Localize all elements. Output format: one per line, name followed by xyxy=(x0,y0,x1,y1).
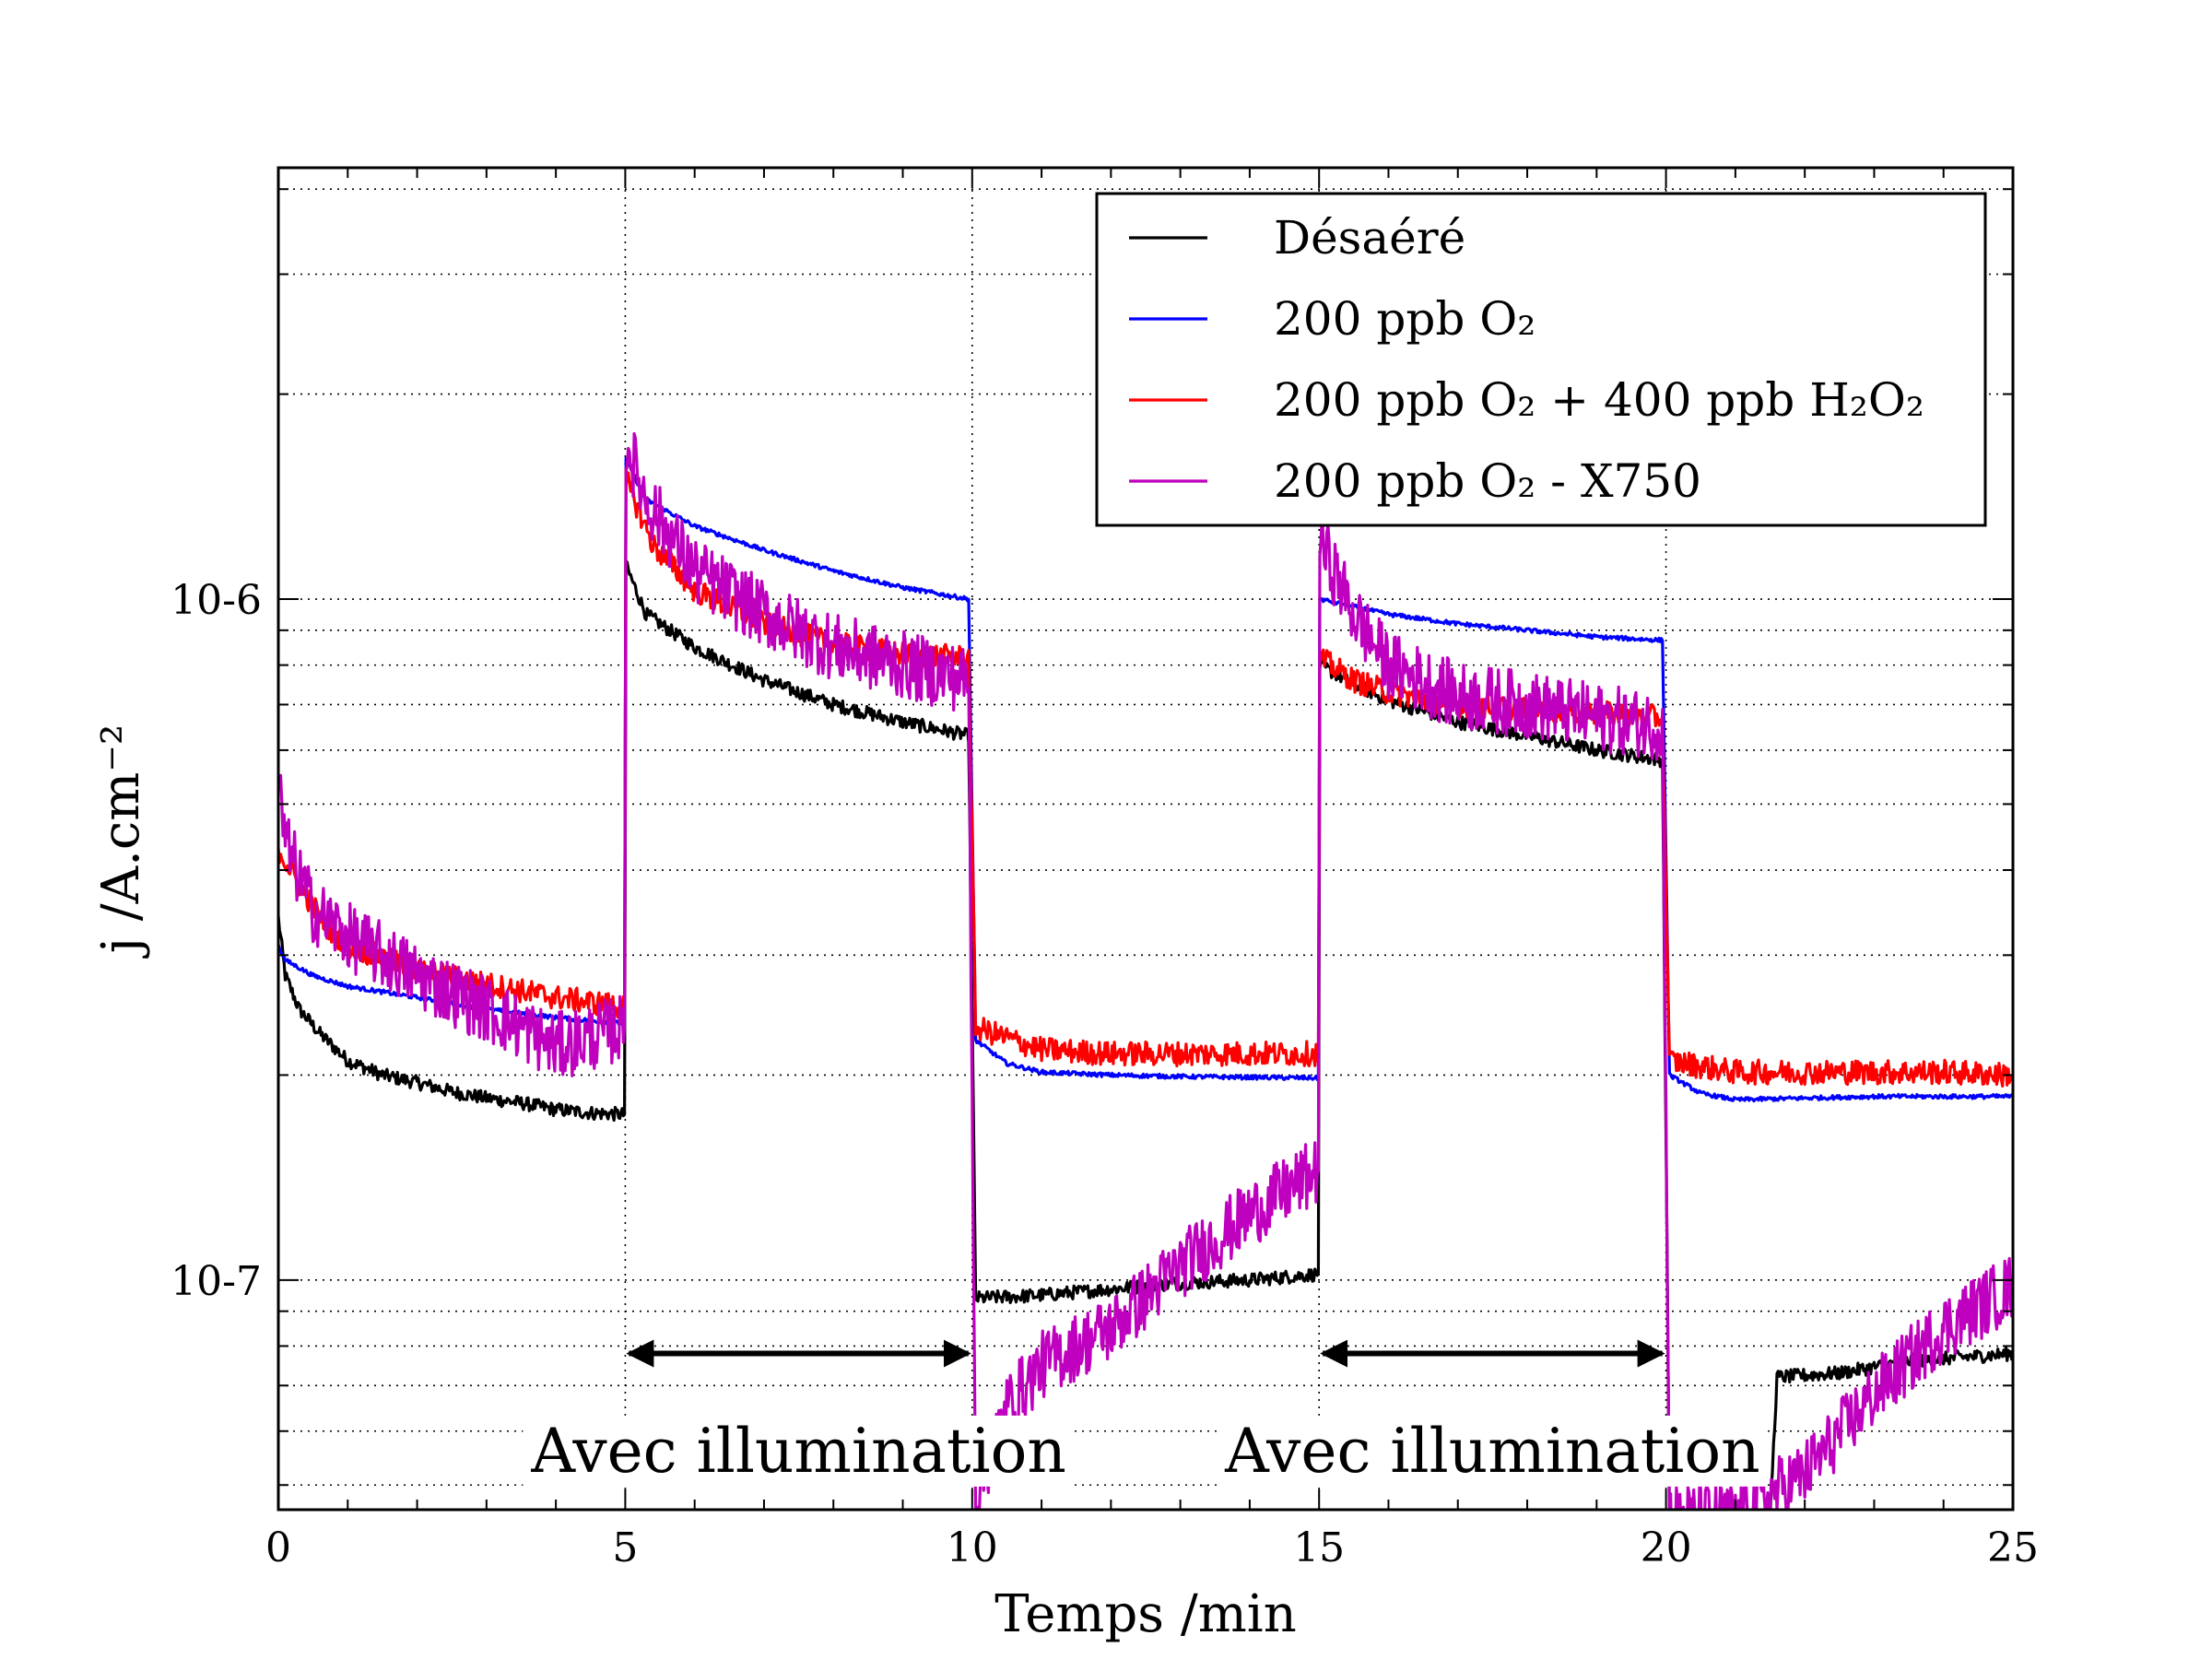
annotation-background xyxy=(1217,1415,1768,1487)
series-line-0 xyxy=(278,560,2013,1510)
annotations: Avec illumination Avec illumination xyxy=(523,1339,1768,1487)
x-axis-label: Temps /min xyxy=(994,1584,1297,1644)
legend-label: 200 ppb O₂ + 400 ppb H₂O₂ xyxy=(1274,373,1924,427)
ticks: 0 5 10 15 20 25 10-7 10-6 xyxy=(171,168,2039,1571)
y-tick-label: 10-6 xyxy=(171,577,262,624)
y-tick-label: 10-7 xyxy=(171,1258,262,1305)
illumination-label: Avec illumination xyxy=(1224,1416,1760,1487)
y-axis-label: j /A.cm⁻² xyxy=(91,724,151,959)
series-line-1 xyxy=(278,456,2013,1103)
legend-label: 200 ppb O₂ - X750 xyxy=(1274,454,1701,508)
x-tick-label: 10 xyxy=(947,1524,998,1571)
series-lines xyxy=(278,431,2013,1510)
plot-frame xyxy=(276,166,2015,1512)
series-line-3 xyxy=(278,431,2013,1510)
legend-box xyxy=(1095,192,1987,527)
legend-label: 200 ppb O₂ xyxy=(1274,292,1535,346)
illumination-label: Avec illumination xyxy=(530,1416,1066,1487)
x-tick-label: 15 xyxy=(1293,1524,1345,1571)
legend: Désaéré 200 ppb O₂ 200 ppb O₂ + 400 ppb H₂… xyxy=(1095,192,1987,527)
x-tick-label: 5 xyxy=(612,1524,638,1571)
x-tick-label: 0 xyxy=(265,1524,291,1571)
x-tick-label: 20 xyxy=(1641,1524,1692,1571)
series-line-2 xyxy=(278,467,2013,1088)
legend-label: Désaéré xyxy=(1274,211,1465,265)
x-tick-label: 25 xyxy=(1987,1524,2039,1571)
annotation-background xyxy=(523,1415,1074,1487)
